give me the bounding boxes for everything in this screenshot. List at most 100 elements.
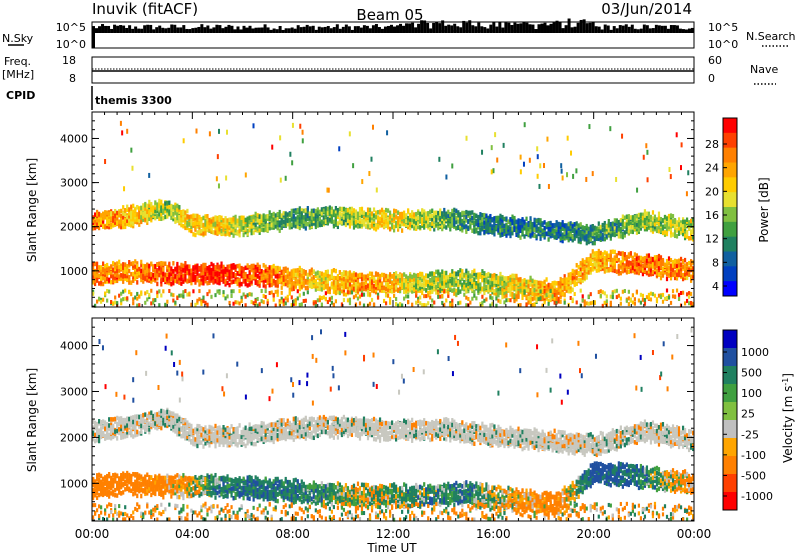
- nsky-bar: [684, 29, 688, 33]
- nsky-bar: [435, 21, 439, 33]
- chart-cell: [164, 272, 167, 277]
- nsky-bar: [474, 26, 478, 33]
- chart-cell: [667, 256, 671, 261]
- chart-cell: [577, 229, 580, 234]
- nsky-bar: [224, 26, 228, 33]
- chart-cell: [601, 227, 604, 233]
- chart-cell: [306, 280, 309, 285]
- chart-cell: [601, 232, 604, 238]
- chart-cell: [376, 210, 380, 215]
- chart-cell: [597, 221, 600, 226]
- chart-cell: [515, 228, 518, 233]
- chart-cell: [282, 211, 285, 216]
- nsky-tick-bottom: 10^0: [56, 38, 86, 51]
- chart-cell: [240, 281, 243, 287]
- chart-cell: [346, 210, 350, 216]
- chart-cell: [372, 283, 376, 289]
- chart-cell: [182, 210, 185, 216]
- chart-cell: [465, 272, 468, 278]
- chart-cell: [621, 231, 624, 237]
- chart-cell: [517, 230, 520, 235]
- chart-cell: [268, 215, 271, 221]
- chart-cell: [639, 218, 643, 223]
- chart-cell: [256, 280, 259, 285]
- chart-cell: [577, 264, 580, 270]
- nsky-bar: [245, 27, 249, 33]
- chart-cell: [465, 227, 468, 232]
- chart-cell: [649, 263, 653, 268]
- chart-cell: [669, 271, 673, 277]
- chart-cell: [330, 274, 333, 279]
- nsky-bar: [561, 28, 565, 33]
- chart-cell: [501, 221, 504, 226]
- chart-cell: [302, 270, 305, 275]
- nsky-bar: [107, 25, 111, 33]
- chart-cell: [218, 222, 221, 228]
- chart-cell: [449, 285, 452, 291]
- chart-cell: [433, 213, 436, 219]
- chart-cell: [491, 273, 494, 279]
- chart-cell: [475, 218, 478, 224]
- chart-cell: [575, 276, 578, 281]
- chart-cell: [114, 208, 117, 214]
- chart-cell: [390, 274, 394, 279]
- nsky-bar: [504, 22, 508, 33]
- chart-cell: [635, 213, 639, 219]
- chart-cell: [533, 233, 536, 238]
- chart-cell: [288, 220, 291, 225]
- chart-cell: [318, 271, 321, 276]
- chart-cell: [653, 261, 657, 266]
- chart-cell: [571, 279, 574, 285]
- chart-cell: [657, 219, 661, 225]
- chart-cell: [210, 261, 213, 267]
- chart-cell: [397, 273, 400, 279]
- chart-cell: [509, 274, 512, 280]
- chart-cell: [445, 270, 448, 276]
- nsky-bar: [426, 22, 430, 33]
- chart-cell: [559, 222, 562, 227]
- chart-cell: [505, 226, 508, 232]
- chart-cell: [108, 277, 111, 283]
- chart-cell: [539, 287, 542, 292]
- chart-cell: [282, 269, 285, 275]
- chart-cell: [421, 290, 424, 296]
- chart-cell: [411, 274, 414, 280]
- chart-cell: [206, 219, 209, 224]
- chart-cell: [459, 273, 462, 278]
- chart-cell: [100, 271, 103, 277]
- chart-cell: [557, 232, 560, 237]
- chart-cell: [537, 294, 540, 300]
- chart-cell: [310, 270, 313, 275]
- chart-cell: [653, 224, 657, 230]
- chart-cell: [621, 258, 624, 263]
- chart-cell: [651, 210, 655, 215]
- chart-cell: [595, 257, 598, 262]
- chart-cell: [489, 276, 492, 281]
- chart-cell: [270, 268, 273, 273]
- nsky-bar: [284, 28, 288, 33]
- chart-cell: [298, 212, 301, 218]
- chart-cell: [268, 265, 271, 270]
- chart-cell: [286, 218, 289, 224]
- chart-cell: [417, 210, 420, 216]
- chart-cell: [501, 218, 504, 223]
- chart-cell: [483, 277, 486, 283]
- chart-cell: [519, 235, 522, 240]
- chart-cell: [324, 212, 327, 218]
- chart-cell: [563, 274, 566, 279]
- chart-cell: [521, 283, 524, 288]
- chart-cell: [469, 210, 472, 216]
- chart-cell: [168, 206, 171, 212]
- nsky-bar: [197, 26, 201, 33]
- chart-cell: [659, 225, 663, 231]
- chart-cell: [557, 229, 560, 234]
- chart-cell: [631, 260, 634, 266]
- chart-cell: [517, 218, 520, 223]
- nsky-bar: [402, 25, 406, 33]
- nsky-bar: [585, 23, 589, 33]
- chart-cell: [214, 274, 217, 279]
- nave-label: Nave: [750, 63, 778, 76]
- chart-cell: [433, 286, 436, 291]
- chart-cell: [340, 284, 344, 289]
- chart-cell: [499, 278, 502, 284]
